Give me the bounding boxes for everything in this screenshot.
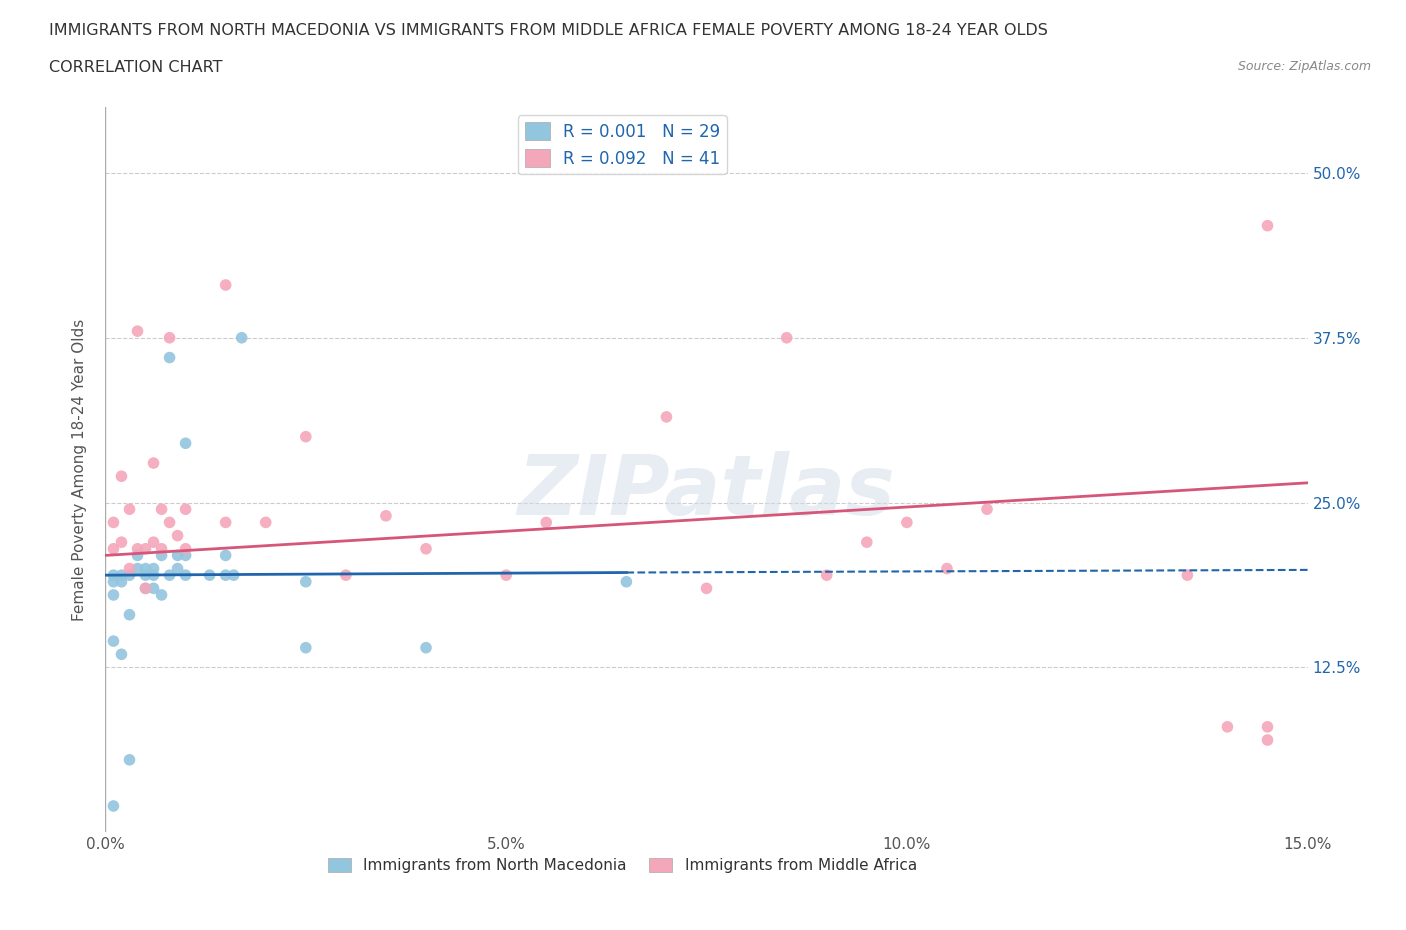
Text: IMMIGRANTS FROM NORTH MACEDONIA VS IMMIGRANTS FROM MIDDLE AFRICA FEMALE POVERTY : IMMIGRANTS FROM NORTH MACEDONIA VS IMMIG… bbox=[49, 23, 1047, 38]
Point bbox=[127, 548, 149, 563]
Point bbox=[776, 330, 799, 345]
Point bbox=[150, 502, 173, 517]
Point bbox=[174, 541, 197, 556]
Point bbox=[655, 409, 678, 424]
Point bbox=[110, 535, 132, 550]
Point bbox=[103, 567, 125, 582]
Point bbox=[118, 561, 141, 576]
Point bbox=[103, 588, 125, 603]
Point bbox=[295, 575, 318, 590]
Point bbox=[150, 541, 173, 556]
Point bbox=[135, 581, 157, 596]
Point bbox=[696, 581, 718, 596]
Point bbox=[415, 640, 437, 655]
Point bbox=[295, 640, 318, 655]
Point bbox=[150, 588, 173, 603]
Point bbox=[295, 430, 318, 445]
Point bbox=[118, 502, 141, 517]
Point bbox=[174, 567, 197, 582]
Point bbox=[103, 541, 125, 556]
Point bbox=[118, 752, 141, 767]
Y-axis label: Female Poverty Among 18-24 Year Olds: Female Poverty Among 18-24 Year Olds bbox=[72, 319, 87, 621]
Point bbox=[142, 581, 165, 596]
Point bbox=[103, 799, 125, 814]
Point bbox=[135, 541, 157, 556]
Point bbox=[1216, 720, 1239, 735]
Point bbox=[103, 575, 125, 590]
Point bbox=[159, 350, 181, 365]
Point bbox=[127, 541, 149, 556]
Point bbox=[616, 575, 638, 590]
Point bbox=[103, 633, 125, 648]
Point bbox=[1257, 720, 1279, 735]
Point bbox=[110, 469, 132, 484]
Point bbox=[110, 647, 132, 662]
Point bbox=[159, 567, 181, 582]
Point bbox=[135, 561, 157, 576]
Text: ZIPatlas: ZIPatlas bbox=[517, 451, 896, 532]
Point bbox=[135, 567, 157, 582]
Point bbox=[142, 567, 165, 582]
Point bbox=[198, 567, 221, 582]
Point bbox=[536, 515, 558, 530]
Point bbox=[214, 567, 236, 582]
Point bbox=[110, 575, 132, 590]
Point bbox=[166, 548, 188, 563]
Point bbox=[1257, 219, 1279, 233]
Point bbox=[142, 535, 165, 550]
Point bbox=[150, 548, 173, 563]
Point bbox=[174, 548, 197, 563]
Text: CORRELATION CHART: CORRELATION CHART bbox=[49, 60, 222, 75]
Point bbox=[976, 502, 998, 517]
Point bbox=[254, 515, 277, 530]
Point bbox=[142, 561, 165, 576]
Point bbox=[166, 561, 188, 576]
Point bbox=[231, 330, 253, 345]
Point bbox=[815, 567, 838, 582]
Point bbox=[375, 509, 398, 524]
Point bbox=[335, 567, 357, 582]
Point bbox=[495, 567, 517, 582]
Point bbox=[159, 515, 181, 530]
Point bbox=[110, 567, 132, 582]
Point bbox=[214, 515, 236, 530]
Legend: Immigrants from North Macedonia, Immigrants from Middle Africa: Immigrants from North Macedonia, Immigra… bbox=[322, 852, 922, 879]
Point bbox=[896, 515, 918, 530]
Point bbox=[118, 567, 141, 582]
Point bbox=[174, 436, 197, 451]
Point bbox=[166, 528, 188, 543]
Point bbox=[1177, 567, 1199, 582]
Point bbox=[118, 607, 141, 622]
Point bbox=[127, 561, 149, 576]
Point bbox=[415, 541, 437, 556]
Point bbox=[214, 277, 236, 292]
Point bbox=[855, 535, 877, 550]
Point bbox=[127, 324, 149, 339]
Point bbox=[222, 567, 245, 582]
Point bbox=[103, 515, 125, 530]
Point bbox=[159, 330, 181, 345]
Point bbox=[936, 561, 959, 576]
Text: Source: ZipAtlas.com: Source: ZipAtlas.com bbox=[1237, 60, 1371, 73]
Point bbox=[1257, 733, 1279, 748]
Point bbox=[135, 581, 157, 596]
Point bbox=[142, 456, 165, 471]
Point bbox=[214, 548, 236, 563]
Point bbox=[174, 502, 197, 517]
